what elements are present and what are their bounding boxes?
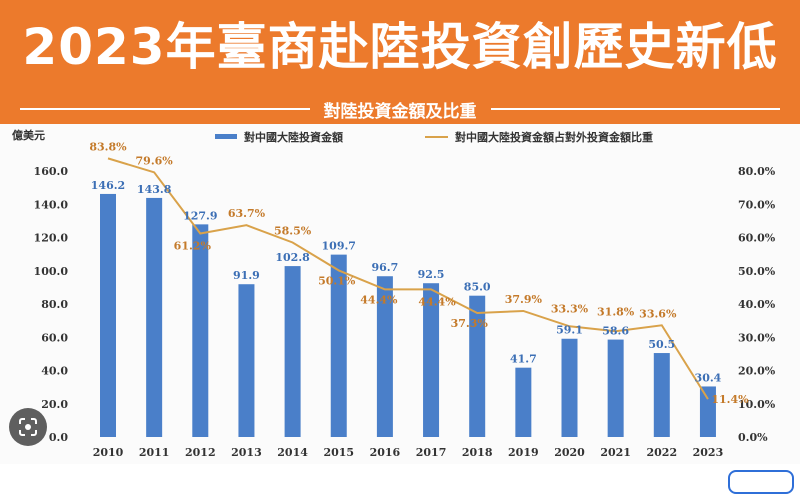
x-axis-tick: 2013 xyxy=(231,446,262,459)
chart-area: 億美元 對中國大陸投資金額 對中國大陸投資金額占對外投資金額比重 0.0 20.0… xyxy=(0,124,800,464)
x-axis-tick: 2021 xyxy=(600,446,631,459)
ratio-line xyxy=(107,157,709,400)
bar-value-label: 50.5 xyxy=(648,338,675,351)
bar-2014 xyxy=(284,266,301,437)
bar-2013 xyxy=(238,284,255,437)
bar-value-label: 109.7 xyxy=(322,240,356,253)
legend: 對中國大陸投資金額 對中國大陸投資金額占對外投資金額比重 xyxy=(215,130,653,144)
bar-2023 xyxy=(699,386,716,437)
chart-svg: 億美元 對中國大陸投資金額 對中國大陸投資金額占對外投資金額比重 0.0 20.0… xyxy=(12,128,776,459)
line-value-label: 44.4% xyxy=(418,295,456,308)
bar-2019 xyxy=(515,367,532,437)
right-axis-tick: 50.0% xyxy=(738,265,776,278)
lens-search-button[interactable] xyxy=(9,408,47,446)
bar-2012 xyxy=(192,224,209,437)
bar-value-label: 143.8 xyxy=(137,183,172,196)
bar-2022 xyxy=(653,353,670,437)
subtitle-row: 對陸投資金額及比重 xyxy=(20,96,780,122)
header-banner: 2023年臺商赴陸投資創歷史新低 對陸投資金額及比重 xyxy=(0,0,800,124)
line-value-label: 50.1% xyxy=(318,274,356,287)
x-axis-tick: 2018 xyxy=(462,446,493,459)
x-axis-tick: 2010 xyxy=(93,446,124,459)
x-axis-tick: 2017 xyxy=(416,446,447,459)
x-axis-tick: 2023 xyxy=(693,446,724,459)
line-value-label: 44.4% xyxy=(360,293,398,306)
line-value-label: 11.4% xyxy=(711,393,749,406)
bar-value-label: 127.9 xyxy=(183,209,217,222)
bar-2017 xyxy=(423,283,440,437)
left-axis-tick: 160.0 xyxy=(34,165,69,178)
bar-2011 xyxy=(146,197,163,437)
line-value-label: 33.3% xyxy=(551,302,589,315)
right-axis-tick: 0.0% xyxy=(738,431,768,444)
x-axis-tick: 2020 xyxy=(554,446,585,459)
bar-value-label: 91.9 xyxy=(233,269,260,282)
left-axis-tick: 60.0 xyxy=(41,331,68,344)
x-axis-tick: 2011 xyxy=(139,446,170,459)
bar-value-label: 59.1 xyxy=(556,324,583,337)
x-axis-tick: 2022 xyxy=(646,446,677,459)
left-axis-tick: 100.0 xyxy=(34,265,69,278)
right-axis-tick: 60.0% xyxy=(738,232,776,245)
left-axis-tick: 0.0 xyxy=(49,431,68,444)
corner-button[interactable] xyxy=(728,470,794,494)
legend-line-label: 對中國大陸投資金額占對外投資金額比重 xyxy=(455,130,653,144)
chart-subtitle: 對陸投資金額及比重 xyxy=(323,101,477,122)
right-axis-tick: 10.0% xyxy=(738,398,776,411)
line-value-label: 61.2% xyxy=(174,240,212,253)
right-axis-tick: 70.0% xyxy=(738,198,776,211)
line-value-label: 63.7% xyxy=(228,207,266,220)
camera-lens-icon xyxy=(19,418,37,436)
bar-value-label: 41.7 xyxy=(510,353,537,366)
x-axis-tick: 2014 xyxy=(277,446,308,459)
right-axis-tick: 30.0% xyxy=(738,331,776,344)
bar-2015 xyxy=(330,254,347,437)
bar-value-label: 146.2 xyxy=(91,179,125,192)
legend-bar-label: 對中國大陸投資金額 xyxy=(244,130,343,144)
subtitle-rule-left xyxy=(20,108,310,110)
bar-2018 xyxy=(469,295,486,437)
line-value-label: 58.5% xyxy=(274,224,312,237)
line-value-label: 37.9% xyxy=(505,293,543,306)
left-axis-tick: 140.0 xyxy=(34,198,69,211)
right-axis-tick: 80.0% xyxy=(738,165,776,178)
left-axis-tick: 120.0 xyxy=(34,232,69,245)
x-axis-tick: 2016 xyxy=(370,446,401,459)
line-value-label: 33.6% xyxy=(639,307,677,320)
left-axis-tick: 40.0 xyxy=(41,365,68,378)
right-axis-tick: 40.0% xyxy=(738,298,776,311)
x-axis-tick: 2019 xyxy=(508,446,539,459)
left-axis-unit: 億美元 xyxy=(12,128,45,142)
bar-2021 xyxy=(607,339,624,437)
line-value-label: 83.8% xyxy=(89,140,127,153)
line-value-label: 37.3% xyxy=(451,317,489,330)
legend-bar-swatch xyxy=(215,134,237,139)
bar-value-label: 30.4 xyxy=(695,371,722,384)
page-title: 2023年臺商赴陸投資創歷史新低 xyxy=(22,18,778,76)
bar-2016 xyxy=(376,276,393,437)
bar-value-label: 58.6 xyxy=(602,325,629,338)
left-axis-tick: 20.0 xyxy=(41,398,68,411)
bar-value-label: 92.5 xyxy=(418,268,445,281)
bar-value-label: 85.0 xyxy=(464,281,491,294)
subtitle-rule-right xyxy=(490,108,780,110)
x-axis-tick: 2012 xyxy=(185,446,216,459)
line-value-label: 79.6% xyxy=(136,154,174,167)
bar-2010 xyxy=(100,193,116,437)
right-axis-tick: 20.0% xyxy=(738,365,776,378)
left-axis-tick: 80.0 xyxy=(41,298,68,311)
x-axis-tick: 2015 xyxy=(323,446,354,459)
bar-value-label: 102.8 xyxy=(275,251,310,264)
bar-2020 xyxy=(561,338,578,437)
bar-value-label: 96.7 xyxy=(372,261,399,274)
line-value-label: 31.8% xyxy=(597,305,635,318)
